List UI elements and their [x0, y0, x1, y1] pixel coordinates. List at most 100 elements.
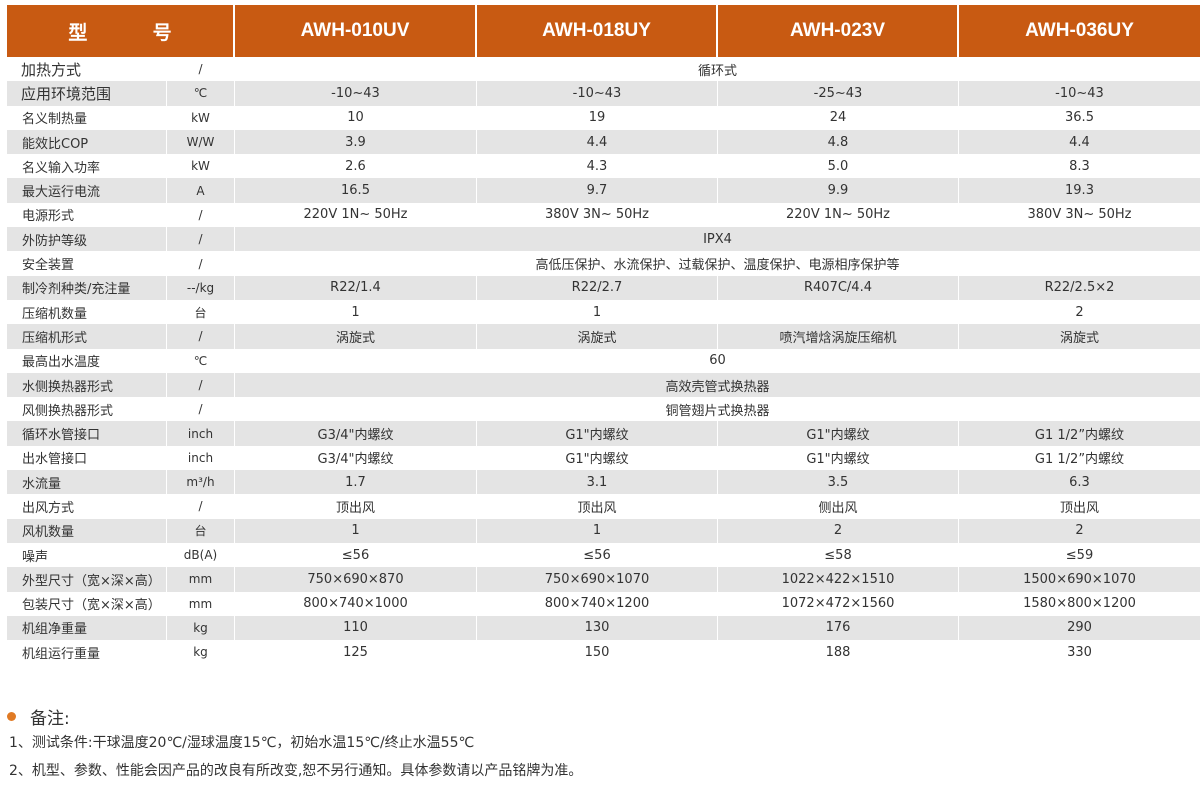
- cell-value: 10: [235, 105, 477, 130]
- row-unit: kW: [167, 105, 235, 130]
- cell-value: 1: [235, 518, 477, 543]
- row-unit: /: [167, 227, 235, 252]
- row-param-label: 机组净重量: [7, 615, 167, 641]
- cell-value: G1"内螺纹: [477, 445, 718, 471]
- cell-value: 8.3: [959, 154, 1200, 179]
- table-row: 应用环境范围 ℃ -10~43 -10~43 -25~43 -10~43: [7, 81, 1200, 106]
- row-param-label: 水侧换热器形式: [7, 372, 167, 398]
- model-header-3: AWH-023V: [718, 5, 959, 57]
- row-param-label: 出风方式: [7, 494, 167, 519]
- table-row: 最大运行电流 A 16.5 9.7 9.9 19.3: [7, 178, 1200, 203]
- cell-value: 19.3: [959, 178, 1200, 203]
- cell-value: 380V 3N~ 50Hz: [959, 202, 1200, 228]
- cell-value: -10~43: [235, 81, 477, 106]
- table-row: 风侧换热器形式 / 铜管翅片式换热器: [7, 397, 1200, 422]
- cell-value: G1"内螺纹: [718, 445, 959, 471]
- row-unit: dB(A): [167, 542, 235, 568]
- cell-value: R22/2.7: [477, 275, 718, 300]
- cell-value: 220V 1N~ 50Hz: [235, 202, 477, 228]
- row-unit: /: [167, 397, 235, 422]
- table-row: 出风方式 / 顶出风 顶出风 侧出风 顶出风: [7, 494, 1200, 519]
- table-row: 机组净重量 kg 110 130 176 290: [7, 615, 1200, 641]
- row-unit: /: [167, 202, 235, 228]
- row-param-label: 能效比COP: [7, 129, 167, 155]
- cell-value: 1: [477, 518, 718, 543]
- notes-section: 备注: 1、测试条件:干球温度20℃/湿球温度15℃，初始水温15℃/终止水温5…: [7, 703, 1187, 785]
- row-param-label: 包装尺寸（宽×深×高）: [7, 591, 167, 616]
- table-row: 噪声 dB(A) ≤56 ≤56 ≤58 ≤59: [7, 542, 1200, 568]
- table-row: 最高出水温度 ℃ 60: [7, 348, 1200, 373]
- cell-value: 涡旋式: [959, 324, 1200, 349]
- row-merged-value: 60: [235, 348, 1200, 373]
- notes-header: 备注:: [7, 703, 1187, 729]
- table-row: 出水管接口 inch G3/4"内螺纹 G1"内螺纹 G1"内螺纹 G1 1/2”内螺纹: [7, 445, 1200, 471]
- table-row: 名义制热量 kW 10 19 24 36.5: [7, 105, 1200, 130]
- row-unit: 台: [167, 518, 235, 543]
- cell-value: 1580×800×1200: [959, 591, 1200, 616]
- row-param-label: 名义制热量: [7, 105, 167, 130]
- spec-body: 加热方式 / 循环式 应用环境范围 ℃ -10~43 -10~43 -25~43 -10~43 名…: [7, 57, 1200, 665]
- cell-value: 侧出风: [718, 494, 959, 519]
- row-unit: 台: [167, 299, 235, 325]
- cell-value: 1072×472×1560: [718, 591, 959, 616]
- note-line-1: 1、测试条件:干球温度20℃/湿球温度15℃，初始水温15℃/终止水温55℃: [9, 735, 475, 751]
- cell-value: 6.3: [959, 470, 1200, 495]
- table-row: 包装尺寸（宽×深×高） mm 800×740×1000 800×740×1200 107…: [7, 591, 1200, 616]
- row-param-label: 最大运行电流: [7, 178, 167, 203]
- row-unit: kg: [167, 615, 235, 641]
- cell-value: 顶出风: [235, 494, 477, 519]
- row-param-label: 压缩机数量: [7, 299, 167, 325]
- cell-value: 3.5: [718, 470, 959, 495]
- cell-value: 1: [477, 299, 718, 325]
- cell-value: 1022×422×1510: [718, 567, 959, 592]
- cell-value: 24: [718, 105, 959, 130]
- row-param-label: 电源形式: [7, 202, 167, 228]
- cell-value: ≤59: [959, 542, 1200, 568]
- row-unit: /: [167, 324, 235, 349]
- cell-value: 涡旋式: [477, 324, 718, 349]
- row-unit: kg: [167, 640, 235, 665]
- table-row: 制冷剂种类/充注量 --/kg R22/1.4 R22/2.7 R407C/4.4 R22…: [7, 275, 1200, 300]
- table-row: 循环水管接口 inch G3/4"内螺纹 G1"内螺纹 G1"内螺纹 G1 1/2”内螺纹: [7, 421, 1200, 446]
- cell-value: 800×740×1200: [477, 591, 718, 616]
- note-line-2: 2、机型、参数、性能会因产品的改良有所改变,恕不另行通知。具体参数请以产品铭牌为…: [9, 763, 583, 779]
- row-param-label: 压缩机形式: [7, 324, 167, 349]
- cell-value: -10~43: [477, 81, 718, 106]
- row-merged-value: 高效壳管式换热器: [235, 372, 1200, 398]
- table-row: 风机数量台 1 1 2 2: [7, 518, 1200, 543]
- cell-value: 125: [235, 640, 477, 665]
- row-param-label: 机组运行重量: [7, 640, 167, 665]
- table-row: 名义输入功率 kW 2.6 4.3 5.0 8.3: [7, 154, 1200, 179]
- cell-value: 36.5: [959, 105, 1200, 130]
- row-param-label: 风侧换热器形式: [7, 397, 167, 422]
- table-row: 外型尺寸（宽×深×高） mm 750×690×870 750×690×1070 1022…: [7, 567, 1200, 592]
- cell-value: 5.0: [718, 154, 959, 179]
- cell-value: 750×690×870: [235, 567, 477, 592]
- row-param-label: 安全装置: [7, 251, 167, 276]
- cell-value: 顶出风: [959, 494, 1200, 519]
- row-param-label: 外防护等级: [7, 227, 167, 252]
- row-unit: m³/h: [167, 470, 235, 495]
- table-row: 水流量 m³/h 1.7 3.1 3.5 6.3: [7, 470, 1200, 495]
- cell-value: 4.8: [718, 129, 959, 155]
- cell-value: G1"内螺纹: [477, 421, 718, 446]
- table-row: 安全装置 / 高低压保护、水流保护、过载保护、温度保护、电源相序保护等: [7, 251, 1200, 276]
- row-param-label: 应用环境范围: [7, 81, 167, 106]
- cell-value: ≤56: [235, 542, 477, 568]
- cell-value: 9.7: [477, 178, 718, 203]
- cell-value: -25~43: [718, 81, 959, 106]
- row-unit: /: [167, 251, 235, 276]
- header-row: 型 号 AWH-010UV AWH-018UY AWH-023V AWH-036…: [7, 5, 1200, 57]
- cell-value: G3/4"内螺纹: [235, 421, 477, 446]
- cell-value: 9.9: [718, 178, 959, 203]
- row-merged-value: 循环式: [235, 57, 1200, 82]
- cell-value: 750×690×1070: [477, 567, 718, 592]
- table-row: 外防护等级 / IPX4: [7, 227, 1200, 252]
- cell-value: 330: [959, 640, 1200, 665]
- cell-value: 3.9: [235, 129, 477, 155]
- cell-value: 130: [477, 615, 718, 641]
- cell-value: 150: [477, 640, 718, 665]
- cell-value: G1 1/2”内螺纹: [959, 421, 1200, 446]
- row-param-label: 水流量: [7, 470, 167, 495]
- cell-value: 3.1: [477, 470, 718, 495]
